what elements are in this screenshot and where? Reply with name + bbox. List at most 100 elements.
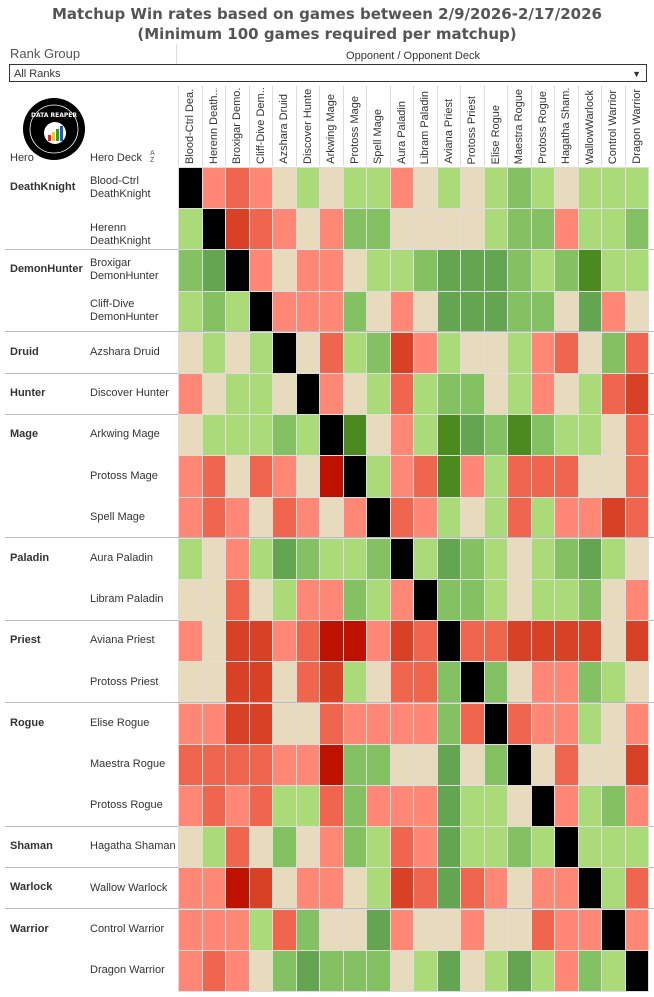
- heatmap-cell[interactable]: [507, 537, 532, 580]
- heatmap-cell[interactable]: [319, 579, 344, 622]
- heatmap-cell[interactable]: [272, 620, 297, 663]
- heatmap-cell[interactable]: [201, 496, 226, 539]
- heatmap-cell[interactable]: [624, 702, 649, 745]
- heatmap-cell[interactable]: [342, 743, 367, 786]
- heatmap-cell[interactable]: [460, 167, 485, 210]
- heatmap-cell[interactable]: [554, 208, 579, 251]
- heatmap-cell[interactable]: [577, 579, 602, 622]
- heatmap-cell-mirror[interactable]: [295, 373, 320, 416]
- heatmap-cell[interactable]: [178, 496, 203, 539]
- heatmap-cell[interactable]: [601, 249, 626, 292]
- heatmap-cell[interactable]: [483, 208, 508, 251]
- heatmap-cell[interactable]: [436, 290, 461, 333]
- heatmap-cell[interactable]: [272, 579, 297, 622]
- heatmap-cell[interactable]: [624, 785, 649, 828]
- heatmap-cell[interactable]: [530, 949, 555, 992]
- heatmap-cell[interactable]: [178, 331, 203, 374]
- heatmap-cell[interactable]: [248, 949, 273, 992]
- heatmap-cell[interactable]: [413, 620, 438, 663]
- heatmap-cell[interactable]: [201, 331, 226, 374]
- column-header[interactable]: Aviana Priest: [436, 86, 461, 166]
- heatmap-cell[interactable]: [201, 908, 226, 951]
- heatmap-cell[interactable]: [554, 579, 579, 622]
- heatmap-cell[interactable]: [436, 785, 461, 828]
- heatmap-cell[interactable]: [178, 785, 203, 828]
- heatmap-cell[interactable]: [272, 373, 297, 416]
- heatmap-cell-mirror[interactable]: [178, 167, 203, 210]
- heatmap-cell[interactable]: [601, 785, 626, 828]
- heatmap-cell[interactable]: [483, 908, 508, 951]
- heatmap-cell-mirror[interactable]: [507, 743, 532, 786]
- heatmap-cell[interactable]: [201, 455, 226, 498]
- heatmap-cell[interactable]: [436, 373, 461, 416]
- heatmap-cell[interactable]: [460, 702, 485, 745]
- heatmap-cell[interactable]: [342, 331, 367, 374]
- heatmap-cell-mirror[interactable]: [483, 702, 508, 745]
- heatmap-cell[interactable]: [483, 949, 508, 992]
- heatmap-cell[interactable]: [366, 785, 391, 828]
- heatmap-cell[interactable]: [272, 290, 297, 333]
- heatmap-cell[interactable]: [483, 249, 508, 292]
- column-header[interactable]: Protoss Mage: [342, 86, 367, 166]
- heatmap-cell[interactable]: [295, 537, 320, 580]
- heatmap-cell[interactable]: [483, 496, 508, 539]
- heatmap-cell[interactable]: [295, 661, 320, 704]
- heatmap-cell[interactable]: [507, 167, 532, 210]
- heatmap-cell[interactable]: [601, 455, 626, 498]
- heatmap-cell[interactable]: [201, 826, 226, 869]
- heatmap-cell[interactable]: [178, 290, 203, 333]
- heatmap-cell[interactable]: [272, 249, 297, 292]
- heatmap-cell[interactable]: [413, 785, 438, 828]
- heatmap-cell[interactable]: [624, 743, 649, 786]
- heatmap-cell-mirror[interactable]: [342, 455, 367, 498]
- heatmap-cell[interactable]: [295, 579, 320, 622]
- heatmap-cell[interactable]: [178, 702, 203, 745]
- heatmap-cell[interactable]: [483, 867, 508, 910]
- heatmap-cell[interactable]: [530, 208, 555, 251]
- heatmap-cell-mirror[interactable]: [248, 290, 273, 333]
- heatmap-cell-mirror[interactable]: [319, 414, 344, 457]
- heatmap-cell[interactable]: [272, 785, 297, 828]
- heatmap-cell[interactable]: [530, 373, 555, 416]
- heatmap-cell[interactable]: [342, 167, 367, 210]
- heatmap-cell[interactable]: [225, 785, 250, 828]
- heatmap-cell[interactable]: [319, 785, 344, 828]
- heatmap-cell[interactable]: [436, 249, 461, 292]
- heatmap-cell[interactable]: [225, 167, 250, 210]
- heatmap-cell[interactable]: [295, 167, 320, 210]
- heatmap-cell[interactable]: [225, 743, 250, 786]
- heatmap-cell[interactable]: [178, 949, 203, 992]
- heatmap-cell[interactable]: [225, 867, 250, 910]
- heatmap-cell[interactable]: [178, 249, 203, 292]
- heatmap-cell[interactable]: [225, 826, 250, 869]
- heatmap-cell[interactable]: [577, 455, 602, 498]
- heatmap-cell[interactable]: [201, 414, 226, 457]
- heatmap-cell[interactable]: [319, 867, 344, 910]
- heatmap-cell-mirror[interactable]: [436, 620, 461, 663]
- column-header[interactable]: Cliff-Dive Dem...: [248, 86, 273, 166]
- heatmap-cell[interactable]: [530, 167, 555, 210]
- column-header[interactable]: Elise Rogue: [483, 86, 508, 166]
- heatmap-cell[interactable]: [460, 949, 485, 992]
- heatmap-cell[interactable]: [577, 743, 602, 786]
- heatmap-cell[interactable]: [601, 414, 626, 457]
- rank-group-dropdown[interactable]: All Ranks ▼: [9, 64, 647, 82]
- heatmap-cell[interactable]: [319, 908, 344, 951]
- heatmap-cell-mirror[interactable]: [272, 331, 297, 374]
- heatmap-cell[interactable]: [554, 537, 579, 580]
- column-header[interactable]: Protoss Priest: [460, 86, 484, 166]
- heatmap-cell[interactable]: [319, 249, 344, 292]
- heatmap-cell[interactable]: [225, 496, 250, 539]
- heatmap-cell[interactable]: [460, 826, 485, 869]
- heatmap-cell-mirror[interactable]: [413, 579, 438, 622]
- heatmap-cell[interactable]: [577, 661, 602, 704]
- heatmap-cell-mirror[interactable]: [201, 208, 226, 251]
- heatmap-cell[interactable]: [436, 537, 461, 580]
- heatmap-cell[interactable]: [530, 331, 555, 374]
- heatmap-cell[interactable]: [577, 208, 602, 251]
- column-header[interactable]: Azshara Druid: [272, 86, 296, 166]
- heatmap-cell[interactable]: [272, 743, 297, 786]
- heatmap-cell[interactable]: [295, 785, 320, 828]
- heatmap-cell[interactable]: [624, 661, 649, 704]
